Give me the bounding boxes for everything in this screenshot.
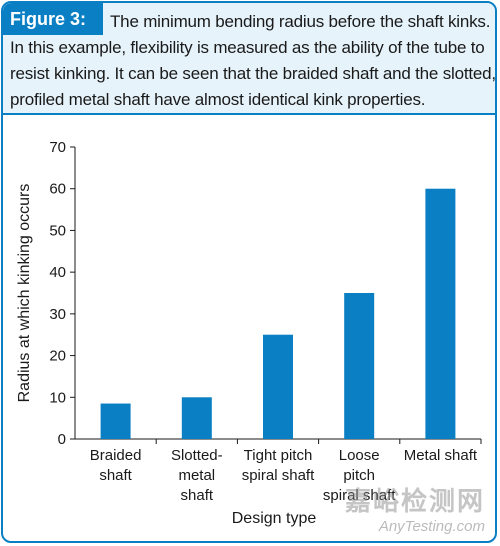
category-label-line: Loose [339,447,380,464]
category-label: Metal shaft [404,447,478,464]
category-label-line: Metal shaft [404,447,478,464]
category-label: Loose pitch spiral shaft [323,447,396,504]
x-axis-title: Design type [232,510,317,527]
category-label-line: spiral shaft [323,487,396,504]
x-axis [75,438,482,444]
category-label: Tight pitch spiral shaft [242,447,315,484]
bar [263,334,293,439]
category-labels: Braided shaft Slotted-metal shaft Tight pitc… [90,447,478,504]
y-tick-label: 40 [49,264,66,281]
y-tick-label: 30 [49,306,66,323]
category-label-line: Braided [90,447,142,464]
category-label-line: pitch [343,467,375,484]
bar [181,397,212,439]
caption-text: The minimum bending radius before the sh… [10,12,496,109]
y-tick-label: 0 [58,431,66,448]
category-label-line: Tight pitch [244,447,313,464]
y-axis-title: Radius at which kinking occurs [16,184,33,403]
category-label-line: shaft [99,467,132,484]
category-label-line: Slotted- [171,447,223,464]
figure-label: Figure 3: [3,3,103,35]
bars [100,188,456,439]
category-label-line: spiral shaft [242,467,315,484]
caption-panel: Figure 3: The minimum bending radius bef… [3,3,495,115]
category-label-line: metal [178,467,215,484]
category-label-line: shaft [181,487,214,504]
y-tick-label: 70 [49,139,66,156]
category-label: Braided shaft [90,447,142,484]
y-axis: 0 10 20 30 40 50 60 70 [49,139,76,448]
y-tick-label: 60 [49,181,66,198]
y-tick-label: 10 [49,389,66,406]
y-tick-label: 50 [49,222,66,239]
bar [100,403,131,439]
bar [344,293,375,439]
y-tick-label: 20 [49,348,66,365]
category-label: Slotted-metal shaft [171,447,223,504]
bar [425,188,456,439]
